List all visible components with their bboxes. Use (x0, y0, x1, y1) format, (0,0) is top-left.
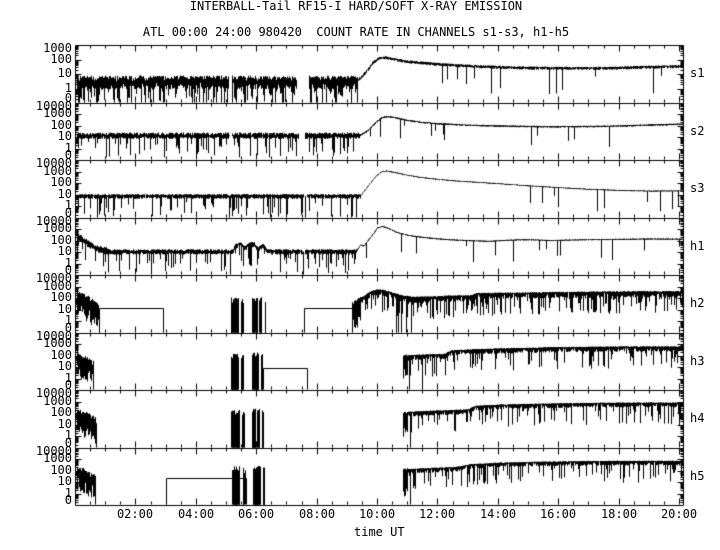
y-tick-label: 1000 (43, 279, 72, 293)
y-tick-label: 1000 (43, 221, 72, 235)
x-tick-label: 12:00 (418, 507, 456, 521)
y-tick-label: 10000 (35, 271, 72, 285)
y-tick-label: 100 (50, 463, 72, 477)
y-tick-label: 10 (57, 187, 72, 201)
x-tick-label: 04:00 (177, 507, 215, 521)
y-tick-label: 0 (64, 148, 72, 162)
y-tick-label: 1000 (43, 394, 72, 408)
y-tick-label: 100 (50, 118, 72, 132)
y-tick-label: 10 (57, 359, 72, 373)
y-tick-label: 1 (64, 198, 72, 212)
y-tick-label: 0 (64, 206, 72, 220)
y-tick-label: 100 (50, 52, 72, 66)
y-tick-label: 10 (57, 66, 72, 80)
y-tick-label: 1 (64, 256, 72, 270)
y-tick-label: 0 (64, 263, 72, 277)
x-tick-label: 20:00 (660, 507, 698, 521)
panel-label-s2: s2 (690, 124, 705, 138)
y-tick-label: 100 (50, 233, 72, 247)
y-tick-label: 10000 (35, 386, 72, 400)
chart-subtitle: ATL 00:00 24:00 980420 COUNT RATE IN CHA… (142, 25, 570, 39)
y-tick-label: 1 (64, 313, 72, 327)
y-tick-label: 10 (57, 474, 72, 488)
panel-label-h4: h4 (690, 411, 705, 425)
y-tick-label: 1000 (43, 336, 72, 350)
y-tick-label: 1 (64, 371, 72, 385)
y-tick-label: 10 (57, 417, 72, 431)
x-tick-label: 16:00 (539, 507, 577, 521)
x-tick-label: 06:00 (237, 507, 275, 521)
y-tick-label: 10 (57, 129, 72, 143)
y-tick-label: 10 (57, 244, 72, 258)
x-tick-label: 08:00 (298, 507, 336, 521)
panel-label-s1: s1 (690, 66, 705, 80)
y-tick-label: 0 (64, 436, 72, 450)
y-tick-label: 1 (64, 141, 72, 155)
panel-label-h5: h5 (690, 469, 705, 483)
panel-label-s3: s3 (690, 181, 705, 195)
x-tick-label: 10:00 (358, 507, 396, 521)
y-tick-label: 10000 (35, 214, 72, 228)
y-tick-label: 0 (64, 91, 72, 105)
y-tick-label: 1000 (43, 41, 72, 55)
y-tick-label: 100 (50, 175, 72, 189)
y-tick-label: 100 (50, 348, 72, 362)
x-tick-label: 14:00 (479, 507, 517, 521)
x-tick-label: 02:00 (116, 507, 154, 521)
y-tick-label: 0 (64, 378, 72, 392)
y-tick-label: 100 (50, 290, 72, 304)
y-tick-label: 1 (64, 428, 72, 442)
chart-title: INTERBALL-Tail RF15-I HARD/SOFT X-RAY EM… (189, 0, 523, 13)
panel-label-h3: h3 (690, 354, 705, 368)
x-tick-label: 18:00 (600, 507, 638, 521)
panel-label-h1: h1 (690, 239, 705, 253)
y-tick-label: 10000 (35, 156, 72, 170)
y-tick-label: 10000 (35, 99, 72, 113)
y-tick-label: 10000 (35, 329, 72, 343)
y-tick-label: 10000 (35, 444, 72, 458)
y-tick-label: 1 (64, 486, 72, 500)
y-tick-label: 0 (64, 321, 72, 335)
y-tick-label: 1000 (43, 451, 72, 465)
y-tick-label: 1000 (43, 164, 72, 178)
y-tick-label: 10 (57, 302, 72, 316)
panel-label-h2: h2 (690, 296, 705, 310)
y-tick-label: 0 (64, 493, 72, 507)
y-tick-label: 1000 (43, 106, 72, 120)
y-tick-label: 1 (64, 81, 72, 95)
y-tick-label: 100 (50, 405, 72, 419)
x-axis-label: time UT (354, 525, 405, 539)
